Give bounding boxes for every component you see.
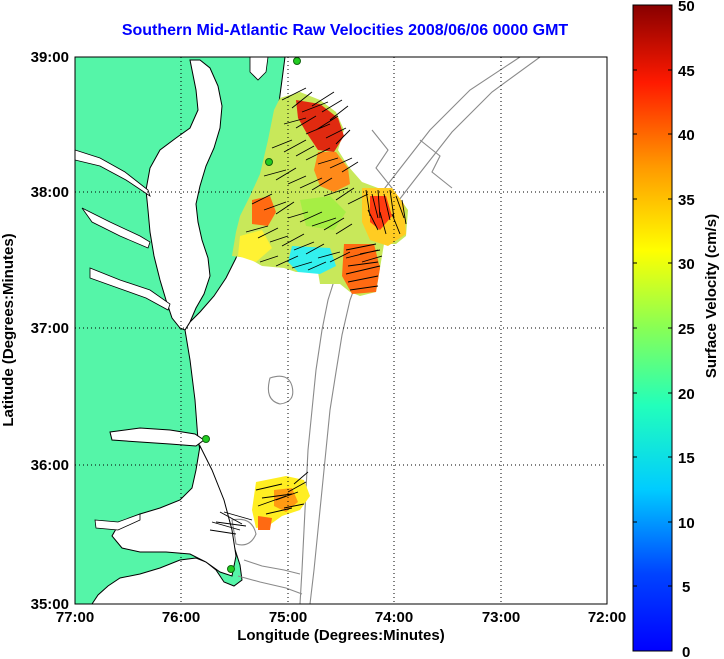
chesapeake-bay: [145, 59, 223, 331]
rappahannock-river: [81, 207, 151, 249]
x-tick-label: 75:00: [269, 609, 307, 626]
velocity-vectors-south: [209, 471, 309, 535]
colorbar-ticks: [633, 69, 672, 587]
colorbar-tick-label: 10: [678, 515, 695, 532]
station-marker: [227, 565, 235, 573]
x-tick-label: 72:00: [588, 609, 626, 626]
y-tick-label: 35:00: [31, 596, 69, 613]
x-axis-label: Longitude (Degrees:Minutes): [237, 627, 445, 644]
colorbar-tick-label: 5: [682, 579, 690, 596]
potomac-river: [75, 149, 151, 197]
delaware-bay: [249, 57, 269, 81]
colorbar-tick-label: 15: [678, 450, 695, 467]
colorbar-tick-label: 40: [678, 127, 695, 144]
york-james-river: [89, 267, 171, 311]
hf-radar-stations: [202, 57, 301, 573]
colorbar-tick-label: 25: [678, 321, 695, 338]
velocity-field-south: [209, 471, 310, 535]
velocity-field-north: [232, 87, 408, 296]
colorbar-tick-label: 30: [678, 256, 695, 273]
x-tick-label: 74:00: [375, 609, 413, 626]
plot-frame: [74, 56, 608, 605]
colorbar-tick-label: 45: [678, 63, 695, 80]
y-tick-label: 36:00: [31, 457, 69, 474]
bathymetry-contours: [231, 57, 541, 604]
station-marker: [293, 57, 301, 65]
pamlico-sound: [111, 444, 237, 577]
station-marker: [265, 158, 273, 166]
y-tick-label: 38:00: [31, 184, 69, 201]
y-tick-label: 39:00: [31, 49, 69, 66]
x-tick-label: 73:00: [482, 609, 520, 626]
y-axis-label: Latitude (Degrees:Minutes): [0, 233, 17, 426]
colorbar-tick-label: 35: [678, 192, 695, 209]
colorbar: [632, 4, 673, 652]
colorbar-label: Surface Velocity (cm/s): [703, 214, 720, 378]
y-tick-label: 37:00: [31, 320, 69, 337]
map-grid: [75, 57, 607, 604]
colorbar-tick-label: 50: [678, 0, 695, 15]
colorbar-tick-label: 0: [682, 644, 690, 659]
station-marker: [202, 435, 210, 443]
pamlico-river: [94, 513, 141, 531]
x-tick-label: 76:00: [162, 609, 200, 626]
velocity-vectors-north: [245, 87, 407, 291]
x-tick-label: 77:00: [56, 609, 94, 626]
colorbar-tick-label: 20: [678, 386, 695, 403]
map-title: Southern Mid-Atlantic Raw Velocities 200…: [121, 22, 569, 39]
